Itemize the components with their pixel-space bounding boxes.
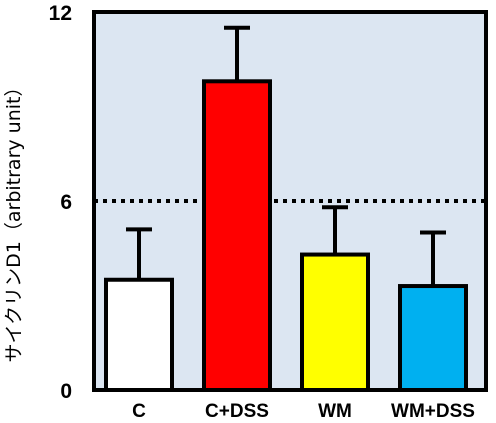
plot-frame	[92, 10, 488, 392]
y-tick-labels: 0 6 12	[49, 2, 72, 403]
x-tick-label: C	[132, 401, 146, 422]
x-tick-labels: C C+DSS WM WM+DSS	[132, 401, 475, 422]
bar-wm	[300, 252, 370, 392]
y-axis-label: サイクリンD1（arbitrary unit）	[3, 78, 25, 363]
bar-c-dss	[202, 79, 272, 393]
x-tick-label: C+DSS	[205, 401, 269, 422]
y-tick-label: 6	[60, 191, 72, 214]
x-tick-label: WM+DSS	[391, 401, 475, 422]
y-tick-label: 12	[49, 2, 72, 25]
bars-group	[104, 25, 468, 393]
bar-c	[104, 277, 174, 392]
x-tick-label: WM	[318, 401, 352, 422]
bar-wm-dss	[398, 284, 468, 392]
y-tick-label: 0	[60, 380, 72, 403]
